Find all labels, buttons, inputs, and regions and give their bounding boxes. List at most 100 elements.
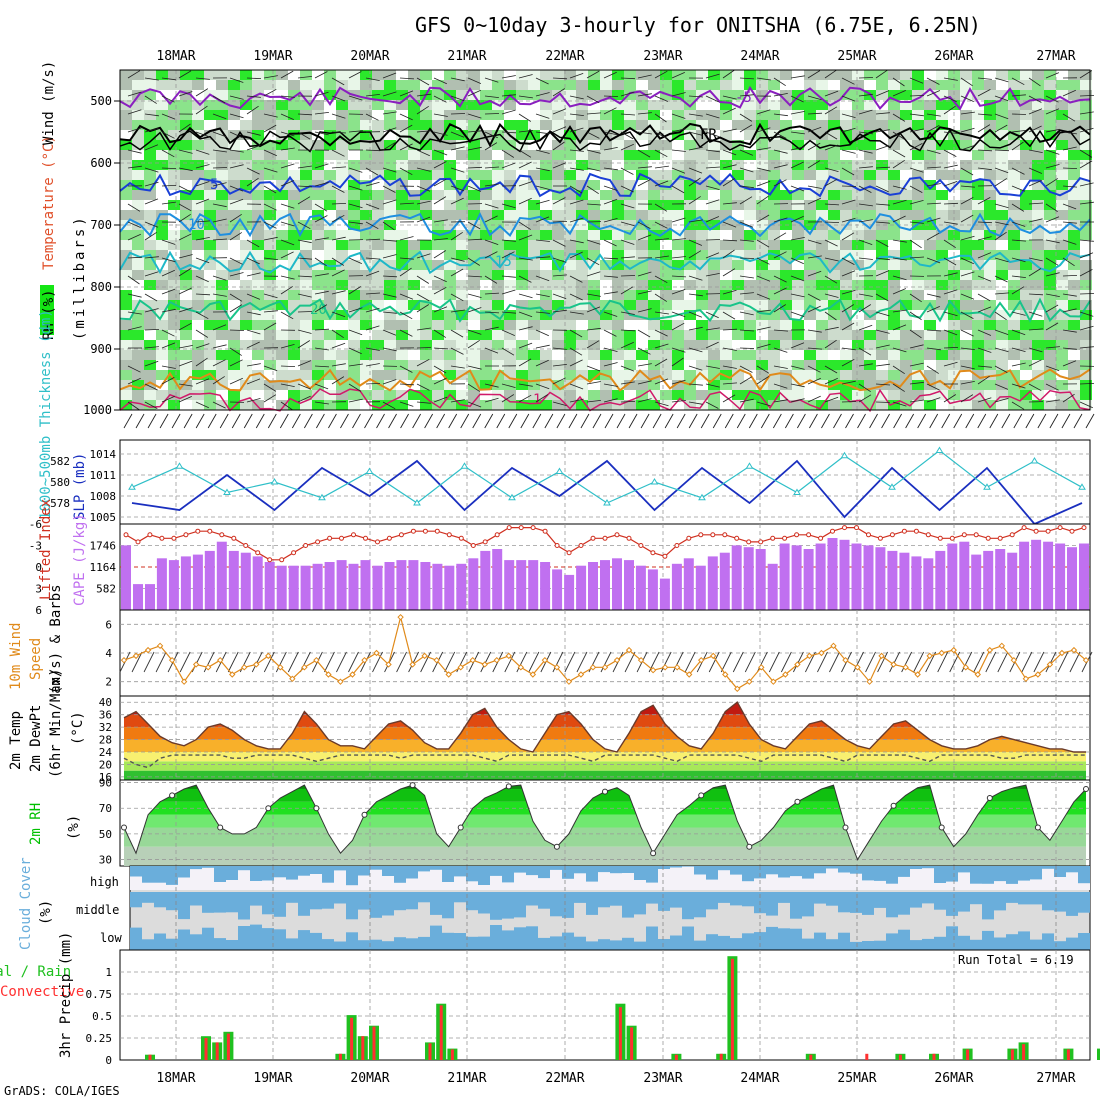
rh-cell — [528, 190, 540, 200]
barb — [1062, 308, 1077, 313]
precip-conv-bar — [361, 1036, 365, 1060]
barb — [501, 94, 516, 97]
surface-barb — [917, 413, 927, 429]
rh-cell — [672, 270, 684, 280]
rh-cell — [1008, 320, 1020, 330]
rh-point — [890, 802, 897, 809]
barb — [178, 203, 192, 212]
rh-cell — [576, 330, 588, 340]
rh-cell — [1068, 370, 1080, 380]
rh-cell — [552, 200, 564, 210]
wind10-barb — [877, 651, 888, 673]
barb — [1028, 180, 1042, 187]
rh-cell — [756, 340, 768, 350]
barb — [943, 149, 957, 157]
barb — [467, 365, 482, 370]
barb — [263, 167, 278, 173]
thickness-point — [1030, 457, 1039, 464]
rh-cell — [744, 130, 756, 140]
rh-cell — [792, 400, 804, 410]
thickness-point — [318, 493, 326, 501]
rh-cell — [588, 130, 600, 140]
rh-cell — [576, 400, 588, 410]
rh-cell — [372, 200, 384, 210]
rh-cell — [696, 210, 708, 220]
cloud-low-bar — [406, 938, 418, 950]
rh-cell — [312, 310, 324, 320]
barb — [365, 257, 381, 260]
barb — [1062, 89, 1076, 97]
barb — [569, 359, 583, 367]
rh-cell — [468, 380, 480, 390]
rh-cell — [444, 270, 456, 280]
rh-cell — [240, 360, 252, 370]
cape-bar — [995, 549, 1006, 610]
precip-conv-bar — [865, 1053, 869, 1060]
barb — [892, 131, 906, 140]
rh-cell — [456, 300, 468, 310]
rh-cell — [852, 200, 864, 210]
rh-cell — [528, 170, 540, 180]
barb — [960, 365, 975, 370]
barb — [297, 113, 313, 116]
rh-cell — [300, 240, 312, 250]
rh-cell — [732, 270, 744, 280]
rh-cell — [444, 210, 456, 220]
rh-cell — [768, 210, 780, 220]
rh-cell — [348, 160, 360, 170]
cloud-high-bar — [886, 866, 898, 884]
rh-cell — [552, 210, 564, 220]
barb — [331, 166, 347, 169]
thick-tick-580: 580 — [50, 476, 70, 489]
surface-barb — [772, 413, 782, 429]
rh-cell — [300, 320, 312, 330]
barb — [1011, 94, 1026, 97]
rh-cell — [396, 400, 408, 410]
rh-cell — [1044, 310, 1056, 320]
barb — [824, 396, 839, 403]
rh-cell — [720, 310, 732, 320]
barb — [127, 165, 142, 169]
ylabel-rh: RH (%) — [41, 289, 57, 340]
rh-point — [1083, 786, 1089, 792]
rh-cell — [696, 110, 708, 120]
rh-cell — [684, 240, 696, 250]
barb — [1079, 201, 1094, 205]
cloud-low-bar — [670, 935, 682, 950]
rh-cell — [516, 160, 528, 170]
rh-cell — [288, 140, 300, 150]
cape-bar — [396, 560, 407, 610]
rh-cell — [624, 140, 636, 150]
barb — [671, 347, 686, 353]
rh-cell — [936, 350, 948, 360]
li-point — [279, 557, 285, 563]
rh-cell — [468, 310, 480, 320]
cloud-mid-bar — [250, 892, 262, 906]
wind10-point — [385, 661, 392, 668]
rh-cell — [1020, 120, 1032, 130]
rh-cell — [552, 100, 564, 110]
li-point — [231, 535, 237, 541]
rh-cell — [840, 290, 852, 300]
barb — [688, 167, 703, 174]
rh-cell — [300, 160, 312, 170]
rh-cell — [696, 150, 708, 160]
barb — [603, 167, 618, 171]
cloud-low-bar — [322, 939, 334, 950]
rh-cell — [852, 270, 864, 280]
rh-cell — [324, 360, 336, 370]
rh-cell — [960, 70, 972, 80]
rh-cell — [912, 400, 924, 410]
surface-barb — [159, 413, 169, 429]
rh-cell — [132, 260, 144, 270]
rh-cell — [792, 220, 804, 230]
cloud-low-bar — [874, 940, 886, 950]
barb — [909, 293, 922, 303]
wind10-barb — [203, 651, 215, 673]
rh-cell — [900, 390, 912, 400]
surface-barb — [340, 413, 349, 429]
rh-cell — [288, 150, 300, 160]
barb — [892, 113, 906, 122]
bottom-date-25MAR: 25MAR — [837, 1071, 876, 1086]
rh-cell — [960, 290, 972, 300]
